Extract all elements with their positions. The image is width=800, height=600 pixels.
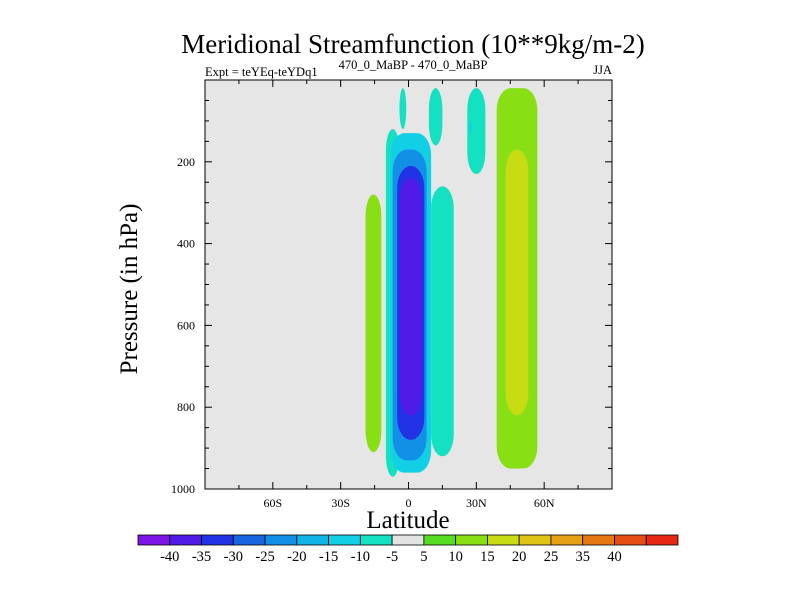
colorbar-swatch [391, 534, 425, 546]
contour-region-9 [467, 88, 486, 175]
colorbar-label: 25 [544, 549, 559, 565]
y-tick-label: 1000 [171, 482, 195, 496]
contour-region-2 [399, 88, 407, 130]
colorbar-label: -25 [255, 549, 274, 565]
contour-region-7 [428, 88, 443, 146]
x-tick-label: 0 [406, 496, 412, 510]
y-tick-label: 600 [177, 318, 195, 332]
colorbar-swatch [264, 534, 298, 546]
colorbar-swatch [359, 534, 393, 546]
colorbar-label: -40 [160, 549, 179, 565]
colorbar-swatch [169, 534, 202, 546]
y-tick-labels: 200 400 600 800 1000 [171, 155, 195, 496]
contour-region-8 [431, 186, 454, 457]
colorbar-swatch [614, 534, 647, 546]
colorbar-swatch [201, 534, 234, 546]
colorbar-label: 20 [512, 549, 527, 565]
x-tick-label: 60S [263, 496, 282, 510]
colorbar-label: 5 [420, 549, 427, 565]
colorbar-label: -35 [192, 549, 211, 565]
x-axis-label: Latitude [366, 507, 449, 534]
contour-region-10 [469, 120, 472, 134]
y-tick-label: 400 [177, 237, 195, 251]
colorbar-label: 10 [448, 549, 463, 565]
y-tick-label: 200 [177, 155, 195, 169]
y-tick-label: 800 [177, 400, 195, 414]
x-tick-label: 30N [466, 496, 487, 510]
colorbar-swatch [232, 534, 266, 546]
colorbar-label: -10 [351, 549, 370, 565]
colorbar-swatch [550, 534, 584, 546]
chart-title: Meridional Streamfunction (10**9kg/m-2) [181, 29, 644, 59]
colorbar-label: -5 [386, 549, 398, 565]
colorbar-swatch [487, 534, 520, 546]
contour-fill-layer [365, 88, 538, 477]
contour-region-0 [365, 194, 382, 453]
tick-marks [204, 79, 613, 490]
colorbar-swatch [137, 534, 171, 546]
colorbar-label: -15 [319, 549, 338, 565]
plot-area [204, 79, 613, 490]
y-axis-label: Pressure (in hPa) [116, 204, 143, 375]
colorbar-label: -20 [287, 549, 306, 565]
colorbar-label: -30 [224, 549, 243, 565]
x-tick-labels: 60S 30S 0 30N 60N [263, 496, 554, 510]
colorbar-swatch [455, 534, 488, 546]
x-tick-label: 60N [534, 496, 555, 510]
colorbar-swatch [518, 534, 552, 546]
colorbar: -40 -35 -30 -25 -20 -15 -10 -5 5 10 15 20 25 35 40 [137, 534, 679, 565]
x-tick-label: 30S [331, 496, 350, 510]
contour-region-6 [399, 178, 423, 416]
experiment-label: Expt = teYEq-teYDq1 [205, 65, 318, 79]
colorbar-label: 15 [480, 549, 495, 565]
colorbar-label: 40 [607, 549, 622, 565]
colorbar-swatch [296, 534, 329, 546]
colorbar-swatch [645, 534, 679, 546]
colorbar-swatch [423, 534, 457, 546]
colorbar-label: 35 [575, 549, 590, 565]
colorbar-swatch [328, 534, 361, 546]
period-label: 470_0_MaBP - 470_0_MaBP [339, 58, 488, 72]
contour-region-12 [505, 149, 529, 416]
season-label: JJA [593, 63, 612, 77]
colorbar-swatch [582, 534, 615, 546]
